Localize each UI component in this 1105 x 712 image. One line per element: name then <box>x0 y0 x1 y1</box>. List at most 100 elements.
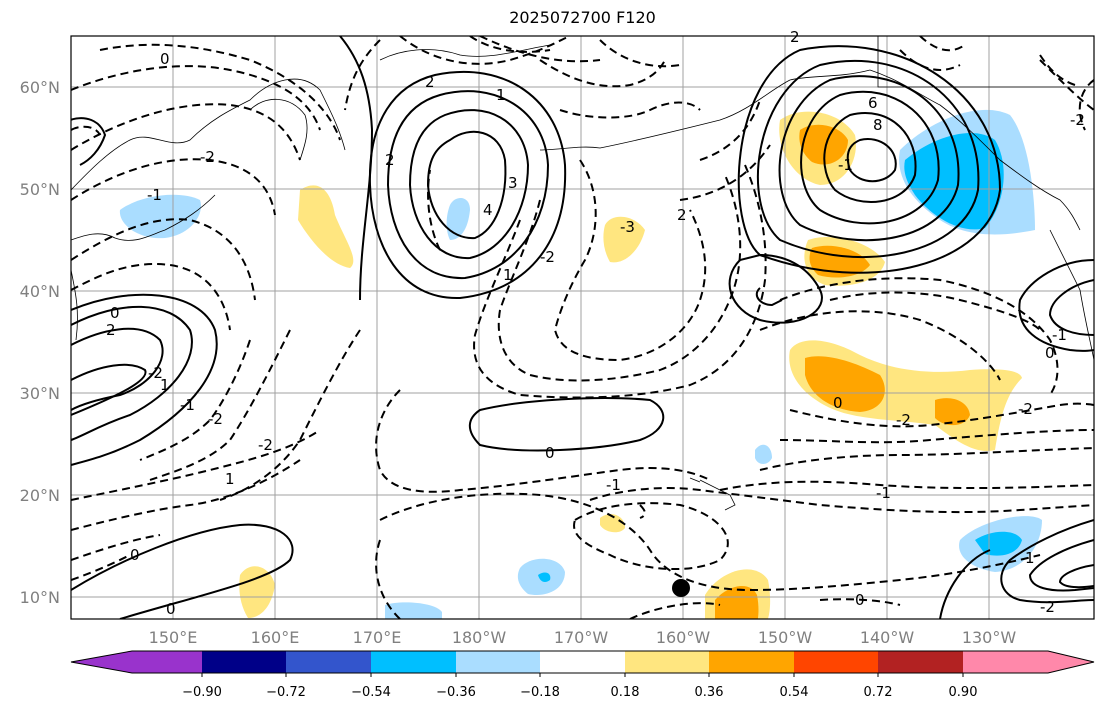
gridlines <box>71 36 1094 619</box>
colorbar-segment <box>286 651 371 673</box>
colorbar-tick-label: −0.54 <box>351 685 391 700</box>
lat-label: 50°N <box>20 180 60 199</box>
contour-label: 1 <box>1025 549 1035 567</box>
colorbar-tick-label: 0.18 <box>611 685 640 700</box>
shade-light-blue <box>385 602 442 619</box>
contour-label: -2 <box>208 410 223 428</box>
shade-light-yellow <box>239 566 275 618</box>
lon-label: 170°E <box>353 628 402 647</box>
colorbar-segment <box>709 651 794 673</box>
lat-label: 60°N <box>20 78 60 97</box>
contour-label: 2 <box>385 151 395 169</box>
colorbar-segment <box>625 651 709 673</box>
shade-orange <box>715 586 759 619</box>
contour-label: 0 <box>110 304 120 322</box>
lat-label: 10°N <box>20 588 60 607</box>
contour-label: -2 <box>1018 400 1033 418</box>
contour-label: 0 <box>545 444 555 462</box>
shade-blue <box>538 572 551 583</box>
contour-label: 1 <box>225 470 235 488</box>
contour-label: -3 <box>620 218 635 236</box>
shade-orange <box>935 398 970 426</box>
lon-label: 140°W <box>860 628 915 647</box>
lon-label: 160°W <box>656 628 711 647</box>
contour-label: -2 <box>540 248 555 266</box>
shade-light-yellow <box>603 216 645 263</box>
contour-label: 0 <box>1045 344 1055 362</box>
colorbar-outline <box>70 650 1095 674</box>
colorbar-tick-label: −0.18 <box>520 685 560 700</box>
contour-label: 0 <box>130 546 140 564</box>
latitude-labels: 60°N 50°N 40°N 30°N 20°N 10°N <box>20 78 60 607</box>
colorbar-extend-low <box>71 651 132 673</box>
contour-label: 0 <box>855 591 865 609</box>
shade-light-blue <box>119 194 201 239</box>
contour-label: 2 <box>106 321 116 339</box>
shade-orange <box>799 124 848 165</box>
lon-label: 160°E <box>251 628 300 647</box>
contour-label: 0 <box>160 50 170 68</box>
colorbar-tick-label: 0.36 <box>695 685 724 700</box>
colorbar-segment <box>132 651 202 673</box>
contour-label: 0 <box>833 394 843 412</box>
contour-label: -1 <box>606 476 621 494</box>
map-frame <box>70 35 1095 620</box>
shade-light-yellow <box>298 185 354 268</box>
map-layers <box>71 36 1094 619</box>
shade-light-yellow <box>600 514 625 533</box>
colorbar-tick-label: 0.90 <box>949 685 978 700</box>
lon-label: 130°W <box>962 628 1017 647</box>
colorbar-segment <box>456 651 540 673</box>
colorbar-extend-high <box>1048 651 1094 673</box>
colorbar-tick-label: −0.36 <box>436 685 476 700</box>
contour-label: 1 <box>503 266 513 284</box>
contour-label: 4 <box>483 201 493 219</box>
longitude-labels: 150°E 160°E 170°E 180°W 170°W 160°W 150°… <box>149 628 1017 647</box>
colorbar-segment <box>371 651 456 673</box>
colorbar-segment <box>540 651 625 673</box>
colorbar <box>70 650 1095 677</box>
contour-label: -2 <box>1070 111 1085 129</box>
lon-label: 180°W <box>452 628 507 647</box>
shade-blue <box>975 531 1022 556</box>
contour-label: -1 <box>1052 326 1067 344</box>
contour-label: 2 <box>790 28 800 46</box>
contour-label: -1 <box>180 396 195 414</box>
negative-contours <box>71 36 1094 619</box>
shade-light-blue <box>446 198 470 240</box>
contour-label: 2 <box>425 73 435 91</box>
station-marker-dot <box>672 579 690 597</box>
contour-label: 2 <box>677 206 687 224</box>
lat-label: 40°N <box>20 282 60 301</box>
colorbar-tick-labels: −0.90 −0.72 −0.54 −0.36 −0.18 0.18 0.36 … <box>182 685 977 700</box>
shade-light-blue <box>755 444 772 464</box>
colorbar-segment <box>202 651 286 673</box>
coastlines <box>71 36 1094 511</box>
contour-labels: 0 2 -2 1 -1 2 3 4 6 8 -1 0 2 -2 1 -1 0 -… <box>106 28 1085 618</box>
lat-label: 20°N <box>20 486 60 505</box>
contour-label: 0 <box>166 600 176 618</box>
contour-label: 3 <box>508 174 518 192</box>
shading-layer <box>119 109 1042 619</box>
contour-label: -2 <box>896 411 911 429</box>
shade-blue <box>904 132 1004 230</box>
positive-contours <box>71 36 1094 619</box>
contour-label: -2 <box>148 364 163 382</box>
contour-label: 1 <box>160 376 170 394</box>
lat-label: 30°N <box>20 384 60 403</box>
shade-orange <box>805 356 885 412</box>
colorbar-tick-label: −0.90 <box>182 685 222 700</box>
colorbar-segment <box>794 651 878 673</box>
contour-label: 1 <box>496 86 506 104</box>
colorbar-segment <box>963 651 1048 673</box>
contour-label: -1 <box>147 186 162 204</box>
lon-label: 150°W <box>758 628 813 647</box>
contour-label: -2 <box>200 148 215 166</box>
contour-label: -1 <box>838 156 853 174</box>
colorbar-tick-label: −0.72 <box>266 685 306 700</box>
colorbar-tick-label: 0.72 <box>864 685 893 700</box>
contour-label: -2 <box>258 436 273 454</box>
contour-label: 8 <box>873 116 883 134</box>
lon-label: 170°W <box>554 628 609 647</box>
